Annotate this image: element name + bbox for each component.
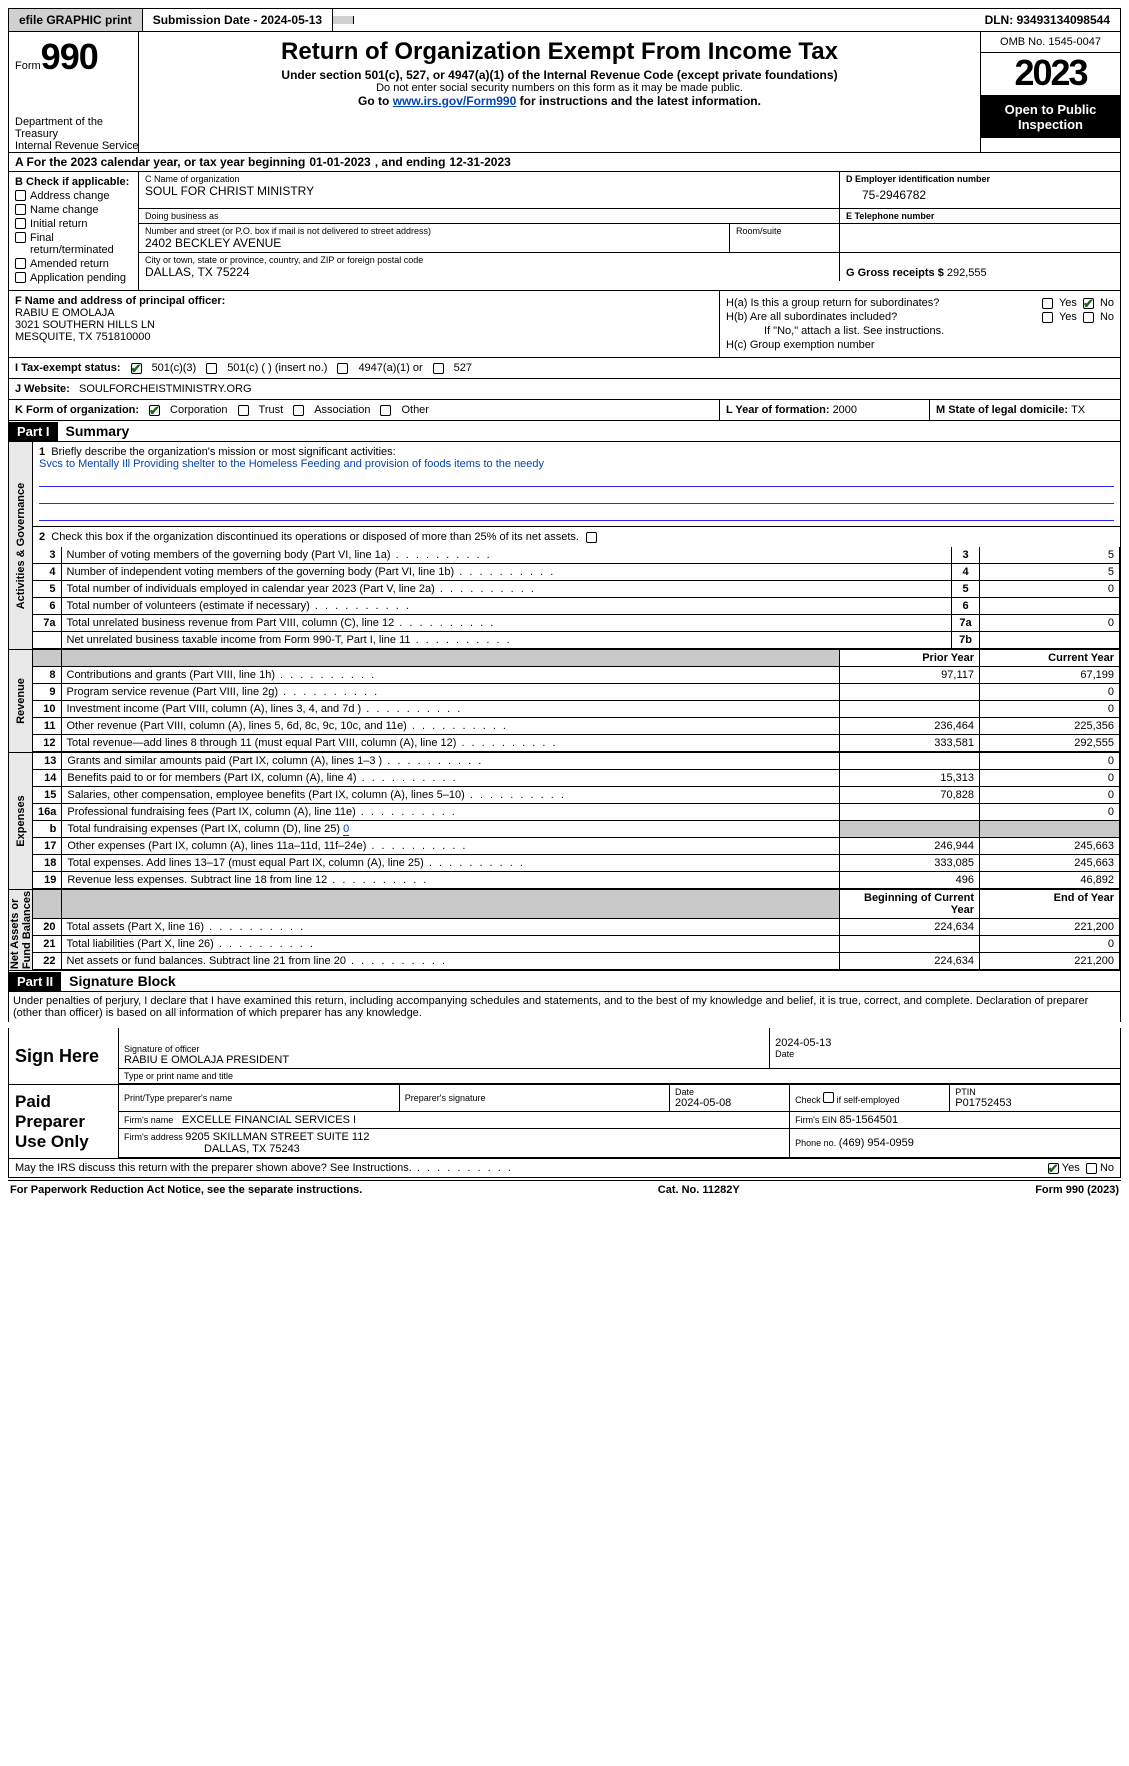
org-name: SOUL FOR CHRIST MINISTRY bbox=[145, 184, 833, 198]
page-footer: For Paperwork Reduction Act Notice, see … bbox=[8, 1180, 1121, 1196]
net-assets-section: Net Assets orFund Balances Beginning of … bbox=[8, 890, 1121, 971]
submission-date: Submission Date - 2024-05-13 bbox=[143, 9, 333, 31]
form-header: Form990 Department of the Treasury Inter… bbox=[8, 32, 1121, 152]
expenses-section: Expenses 13Grants and similar amounts pa… bbox=[8, 753, 1121, 890]
officer-name: RABIU E OMOLAJA bbox=[15, 307, 713, 319]
open-to-public: Open to Public Inspection bbox=[981, 96, 1120, 138]
irs-link[interactable]: www.irs.gov/Form990 bbox=[393, 94, 517, 108]
b-check-5[interactable] bbox=[15, 272, 26, 283]
b-label-4: Amended return bbox=[30, 258, 109, 270]
firm-phone: (469) 954-0959 bbox=[839, 1137, 914, 1149]
officer-signature: RABIU E OMOLAJA PRESIDENT bbox=[124, 1054, 764, 1066]
b-check-4[interactable] bbox=[15, 258, 26, 269]
ssn-warning: Do not enter social security numbers on … bbox=[147, 82, 972, 94]
b-label-3: Final return/terminated bbox=[30, 232, 132, 256]
501c3-checkbox[interactable] bbox=[131, 363, 142, 374]
k-other-checkbox[interactable] bbox=[380, 405, 391, 416]
k-corp-checkbox[interactable] bbox=[149, 405, 160, 416]
col-b-checkboxes: B Check if applicable: Address changeNam… bbox=[9, 172, 139, 290]
entity-block: B Check if applicable: Address changeNam… bbox=[8, 172, 1121, 291]
revenue-table: Prior YearCurrent Year8Contributions and… bbox=[33, 650, 1120, 752]
city-state-zip: DALLAS, TX 75224 bbox=[145, 265, 833, 279]
governance-table: 3Number of voting members of the governi… bbox=[33, 547, 1120, 649]
sign-here-label: Sign Here bbox=[9, 1028, 119, 1084]
b-check-2[interactable] bbox=[15, 218, 26, 229]
gross-receipts: 292,555 bbox=[947, 267, 987, 279]
efile-print-button[interactable]: efile GRAPHIC print bbox=[9, 9, 143, 31]
expenses-table: 13Grants and similar amounts paid (Part … bbox=[33, 753, 1120, 889]
b-label-5: Application pending bbox=[30, 272, 126, 284]
b-check-1[interactable] bbox=[15, 204, 26, 215]
part-ii-header: Part II Signature Block bbox=[8, 971, 1121, 992]
sign-date: 2024-05-13 bbox=[775, 1037, 1115, 1049]
ha-yes-checkbox[interactable] bbox=[1042, 298, 1053, 309]
officer-group-block: F Name and address of principal officer:… bbox=[8, 291, 1121, 358]
dept-irs: Internal Revenue Service bbox=[15, 140, 132, 152]
k-trust-checkbox[interactable] bbox=[238, 405, 249, 416]
officer-addr2: MESQUITE, TX 751810000 bbox=[15, 331, 713, 343]
net-assets-table: Beginning of Current YearEnd of Year20To… bbox=[33, 890, 1120, 970]
tax-year: 2023 bbox=[981, 53, 1120, 96]
preparer-date: 2024-05-08 bbox=[675, 1097, 784, 1109]
form-subtitle: Under section 501(c), 527, or 4947(a)(1)… bbox=[147, 68, 972, 82]
b-label-1: Name change bbox=[30, 204, 99, 216]
state-domicile: TX bbox=[1071, 404, 1085, 416]
activities-governance-section: Activities & Governance 1 Briefly descri… bbox=[8, 442, 1121, 650]
hb-yes-checkbox[interactable] bbox=[1042, 312, 1053, 323]
top-bar: efile GRAPHIC print Submission Date - 20… bbox=[8, 8, 1121, 32]
website: SOULFORCHEISTMINISTRY.ORG bbox=[79, 383, 252, 395]
form-title: Return of Organization Exempt From Incom… bbox=[147, 38, 972, 66]
form-number: Form990 bbox=[15, 36, 132, 78]
b-label-0: Address change bbox=[30, 190, 110, 202]
501c-checkbox[interactable] bbox=[206, 363, 217, 374]
firm-ein: 85-1564501 bbox=[839, 1114, 898, 1126]
firm-name: EXCELLE FINANCIAL SERVICES I bbox=[182, 1114, 356, 1126]
mayirs-yes-checkbox[interactable] bbox=[1048, 1163, 1059, 1174]
form-of-org-row: K Form of organization: Corporation Trus… bbox=[8, 400, 1121, 421]
part-i-header: Part I Summary bbox=[8, 421, 1121, 442]
ptin: P01752453 bbox=[955, 1097, 1115, 1109]
firm-address2: DALLAS, TX 75243 bbox=[124, 1143, 300, 1155]
tax-status-row: I Tax-exempt status: 501(c)(3) 501(c) ( … bbox=[8, 358, 1121, 400]
dept-treasury: Department of the Treasury bbox=[15, 116, 132, 140]
4947-checkbox[interactable] bbox=[337, 363, 348, 374]
mayirs-no-checkbox[interactable] bbox=[1086, 1163, 1097, 1174]
self-employed-checkbox[interactable] bbox=[823, 1092, 834, 1103]
q2-checkbox[interactable] bbox=[586, 532, 597, 543]
perjury-declaration: Under penalties of perjury, I declare th… bbox=[8, 992, 1121, 1022]
ein: 75-2946782 bbox=[846, 184, 1114, 202]
firm-address1: 9205 SKILLMAN STREET SUITE 112 bbox=[185, 1131, 369, 1143]
omb-number: OMB No. 1545-0047 bbox=[981, 32, 1120, 53]
b-check-3[interactable] bbox=[15, 232, 26, 243]
b-check-0[interactable] bbox=[15, 190, 26, 201]
signature-block: Sign Here Signature of officer RABIU E O… bbox=[8, 1028, 1121, 1159]
hb-no-checkbox[interactable] bbox=[1083, 312, 1094, 323]
year-formation: 2000 bbox=[833, 404, 857, 416]
officer-addr1: 3021 SOUTHERN HILLS LN bbox=[15, 319, 713, 331]
527-checkbox[interactable] bbox=[433, 363, 444, 374]
mission-text: Svcs to Mentally Ill Providing shelter t… bbox=[39, 458, 544, 470]
k-assoc-checkbox[interactable] bbox=[293, 405, 304, 416]
ha-no-checkbox[interactable] bbox=[1083, 298, 1094, 309]
street-address: 2402 BECKLEY AVENUE bbox=[145, 236, 723, 250]
paid-preparer-label: Paid Preparer Use Only bbox=[9, 1085, 119, 1158]
b-label-2: Initial return bbox=[30, 218, 87, 230]
tax-year-range: A For the 2023 calendar year, or tax yea… bbox=[8, 152, 1121, 172]
may-irs-discuss: May the IRS discuss this return with the… bbox=[8, 1159, 1121, 1178]
goto-line: Go to www.irs.gov/Form990 for instructio… bbox=[147, 94, 972, 108]
dln: DLN: 93493134098544 bbox=[975, 9, 1120, 31]
revenue-section: Revenue Prior YearCurrent Year8Contribut… bbox=[8, 650, 1121, 753]
blank-button bbox=[333, 16, 354, 24]
